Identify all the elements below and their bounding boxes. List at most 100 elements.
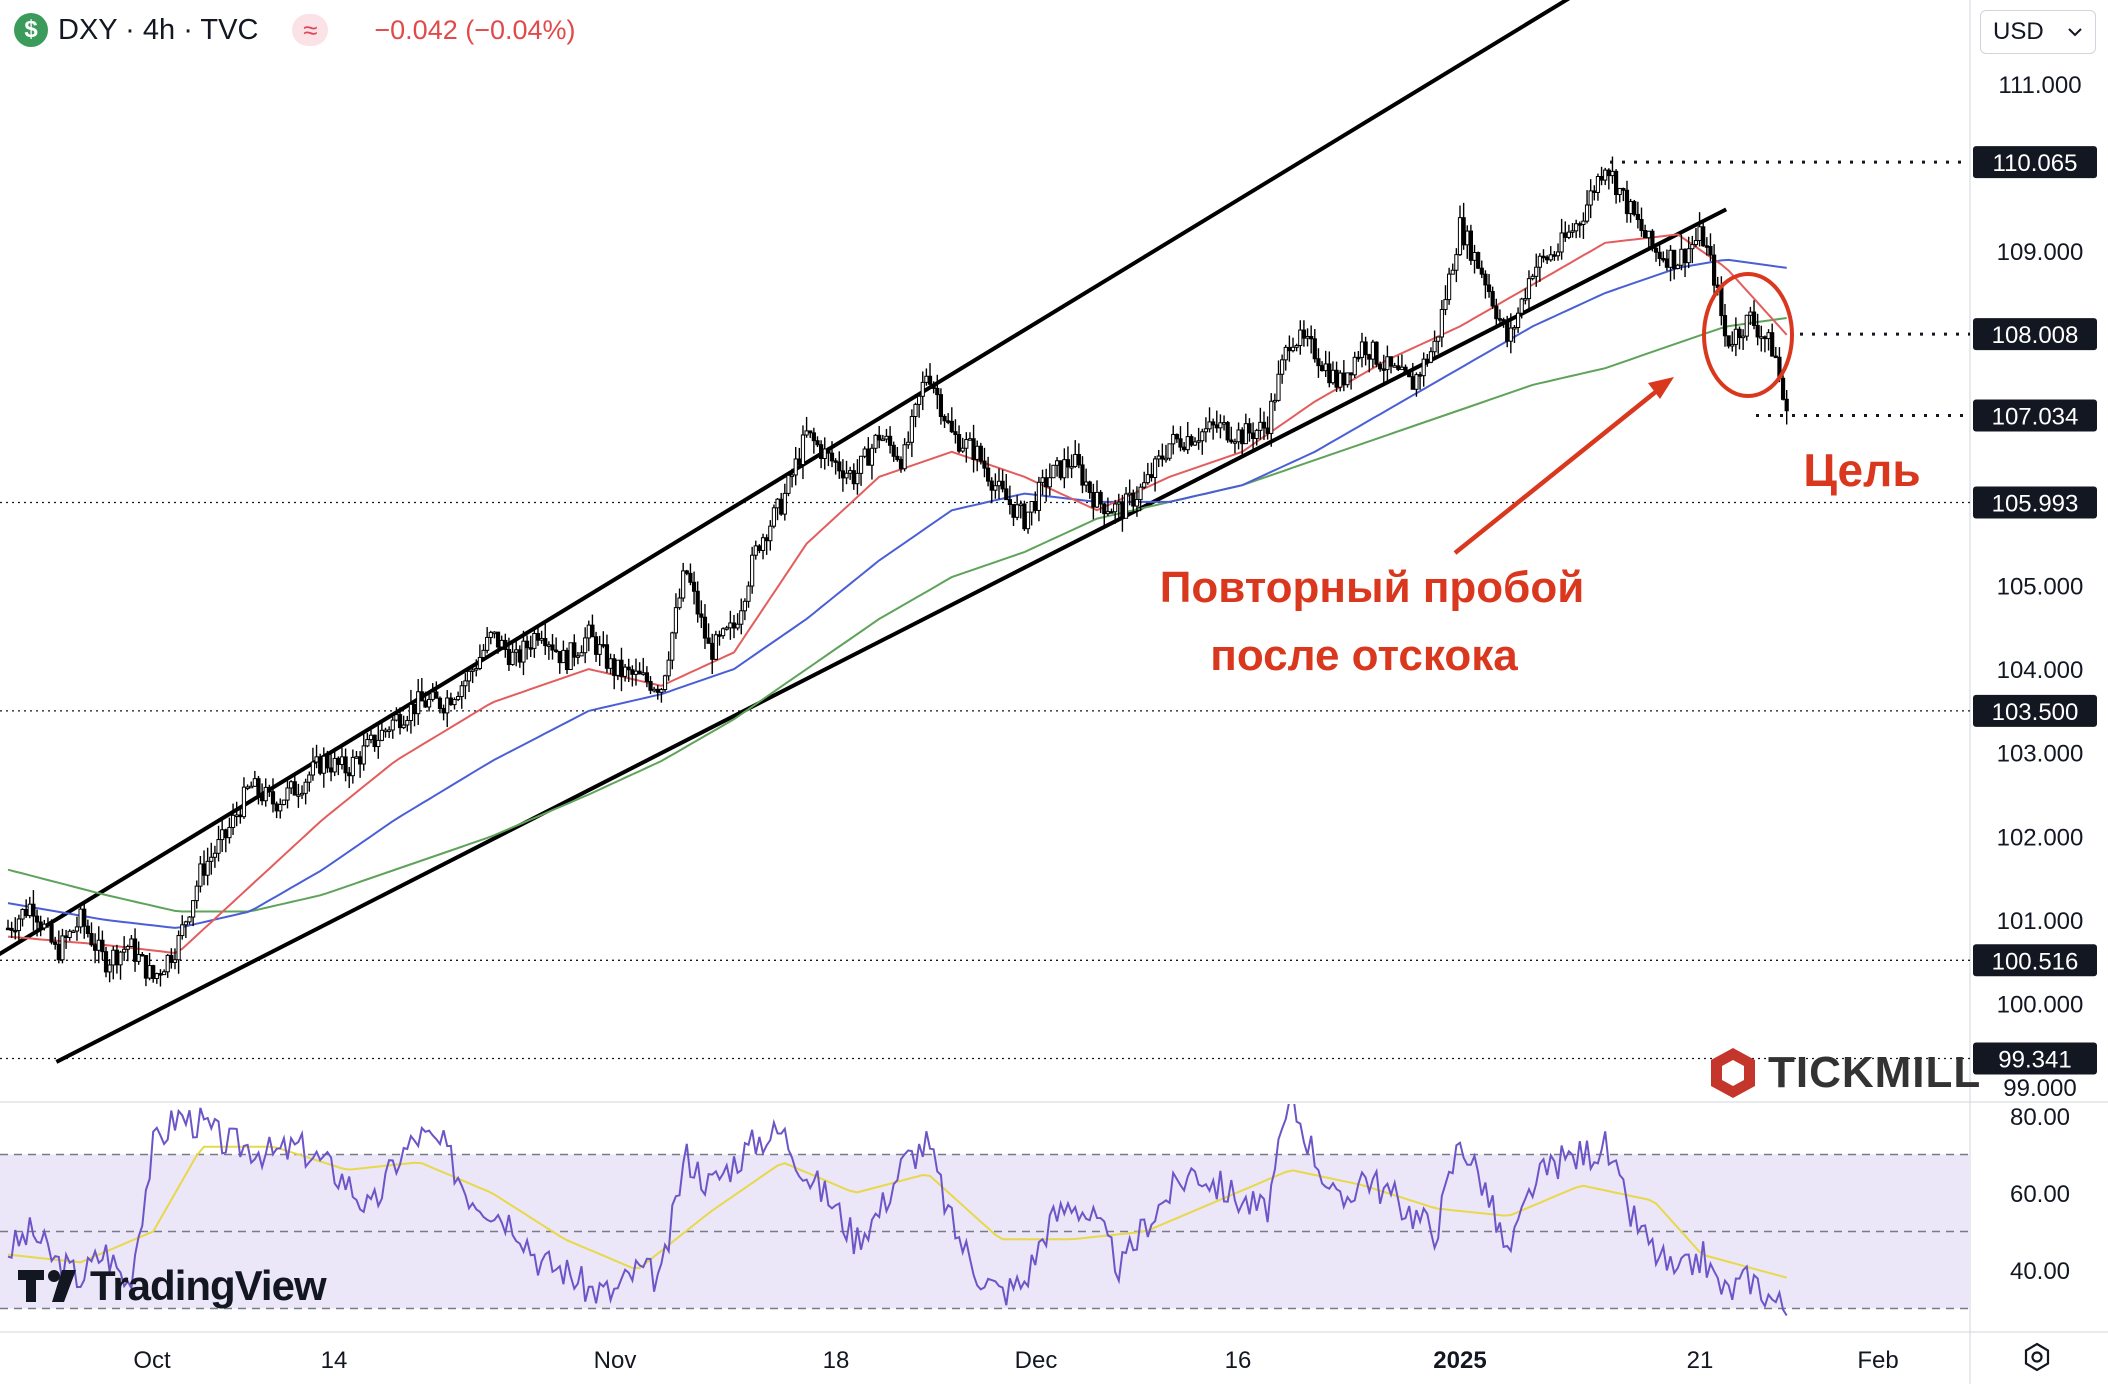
y-tick-label: 103.000: [1997, 741, 2084, 768]
candle: [1334, 361, 1339, 392]
candle-body: [201, 863, 207, 876]
candle: [967, 432, 973, 441]
candle-body: [20, 908, 25, 920]
candle: [619, 647, 624, 692]
candle: [1744, 314, 1749, 341]
candle: [862, 446, 867, 459]
candle-body: [623, 666, 628, 677]
candle-body: [376, 739, 381, 748]
candle-body: [1515, 312, 1521, 328]
candle: [74, 916, 80, 941]
candle: [815, 436, 820, 448]
candle-body: [176, 935, 181, 961]
candle: [1494, 298, 1499, 329]
candle: [1076, 443, 1081, 469]
candle: [887, 426, 893, 454]
candle: [953, 419, 958, 444]
candle-body: [710, 642, 715, 660]
candle-body: [1581, 220, 1586, 225]
candle: [1280, 354, 1285, 384]
candle: [1174, 433, 1179, 443]
candle: [822, 437, 827, 470]
candle-body: [423, 700, 428, 708]
candle: [1548, 246, 1553, 262]
candle: [917, 395, 922, 418]
candle: [263, 778, 268, 807]
candle-body: [1319, 365, 1325, 372]
candle-body: [1497, 318, 1503, 321]
candle-body: [1385, 356, 1390, 371]
candle: [281, 799, 286, 806]
candle-body: [1755, 324, 1760, 338]
candle-body: [1243, 423, 1248, 445]
candle-body: [666, 659, 671, 677]
candle-body: [448, 697, 453, 706]
candle: [180, 915, 185, 940]
candle: [63, 929, 69, 949]
arrow-shaft: [1453, 388, 1660, 555]
candle-body: [1490, 291, 1495, 307]
candle-body: [1167, 443, 1172, 459]
candle-body: [1414, 374, 1419, 390]
channel-lower-line: [55, 207, 1728, 1064]
currency-select[interactable]: USD: [1980, 10, 2096, 54]
candle-body: [1156, 455, 1161, 460]
candle-body: [1232, 441, 1238, 444]
candle: [895, 446, 900, 462]
candle: [1559, 218, 1564, 260]
candle: [1726, 335, 1731, 349]
candle: [532, 628, 537, 658]
candle: [1156, 449, 1161, 468]
candle-body: [71, 930, 76, 934]
candle-body: [314, 756, 319, 763]
candle-body: [361, 745, 366, 765]
candle-body: [1450, 269, 1455, 275]
candle-body: [1160, 455, 1165, 460]
candle-body: [292, 781, 297, 796]
candle-body: [456, 696, 461, 701]
y-tick-label: 101.000: [1997, 908, 2084, 935]
candle: [1762, 335, 1768, 353]
candle: [49, 919, 54, 945]
candle-body: [56, 943, 61, 961]
candle-body: [147, 965, 152, 979]
candle: [753, 540, 758, 560]
wave-icon[interactable]: ≈: [292, 14, 329, 46]
candle-body: [16, 918, 21, 932]
price-change: −0.042 (−0.04%): [374, 14, 576, 45]
candle-body: [1773, 355, 1778, 359]
settings-gear-icon[interactable]: [2022, 1342, 2052, 1372]
candle-body: [1399, 366, 1405, 370]
candle: [1737, 326, 1742, 350]
candle: [956, 425, 962, 454]
candle-body: [477, 656, 482, 670]
candle: [1359, 332, 1365, 368]
candle: [274, 801, 279, 819]
candle: [1595, 173, 1601, 201]
candle: [612, 654, 617, 690]
candle: [1138, 483, 1143, 512]
candle: [1319, 361, 1325, 372]
candle-body: [1472, 252, 1477, 261]
candle-body: [735, 623, 740, 629]
candle-body: [1374, 341, 1379, 365]
candle: [1004, 474, 1009, 501]
candle: [1508, 313, 1513, 354]
symbol-title[interactable]: DXY · 4h · TVC: [58, 13, 259, 46]
candle-body: [1367, 354, 1372, 360]
candle: [1697, 212, 1702, 247]
candle: [1149, 462, 1154, 482]
candle: [1701, 220, 1706, 247]
candle: [721, 627, 726, 639]
candle-body: [1664, 258, 1670, 268]
candle-body: [129, 938, 134, 947]
candle-body: [1312, 338, 1317, 360]
candle: [688, 563, 693, 586]
candle-body: [93, 944, 98, 951]
candle: [249, 781, 254, 789]
candle: [1690, 235, 1695, 264]
candle-body: [103, 951, 109, 973]
candle-body: [332, 757, 337, 773]
highlight-circle: [1702, 272, 1794, 398]
